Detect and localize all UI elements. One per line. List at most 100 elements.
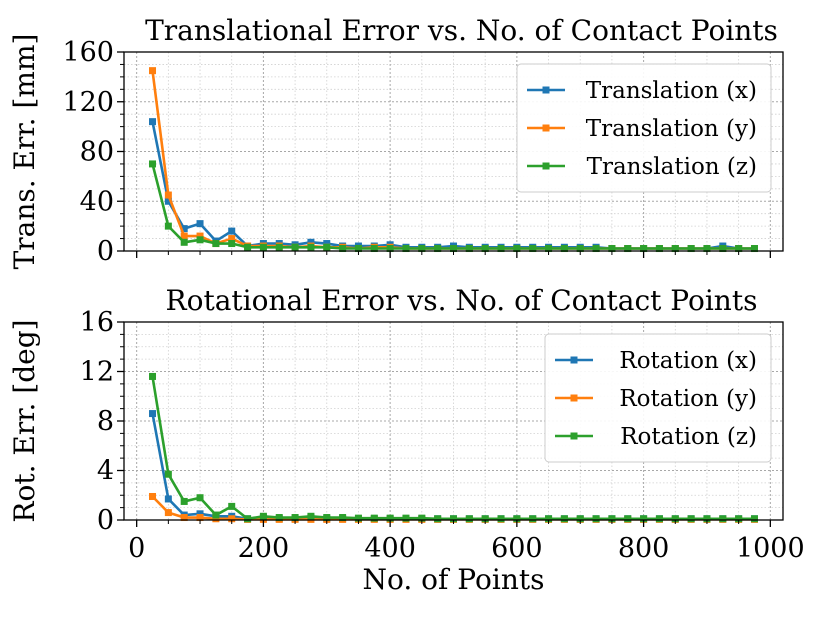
data-point <box>592 245 600 253</box>
data-point <box>497 515 505 523</box>
data-point <box>164 222 172 230</box>
legend-label: Rotation (y) <box>619 386 757 412</box>
rotational-error-chart: 0 4 8 12 16 0 200 400 600 800 1000 Rotational Error… <box>8 284 805 596</box>
legend-box <box>516 63 772 193</box>
data-point <box>703 515 711 523</box>
data-point <box>339 245 347 253</box>
translational-error-chart: 0 40 80 120 160 Translational Error vs. No. o… <box>8 14 784 269</box>
chart-title: Translational Error vs. No. of Contact P… <box>145 14 778 47</box>
data-point <box>386 514 394 522</box>
data-point <box>608 515 616 523</box>
data-point <box>196 514 204 522</box>
y-tick-label: 0 <box>97 236 114 267</box>
data-point <box>719 245 727 253</box>
chart-title: Rotational Error vs. No. of Contact Poin… <box>166 284 758 317</box>
data-point <box>418 245 426 253</box>
data-point <box>244 243 252 251</box>
legend: Rotation (x) Rotation (y) Rotation (z) <box>544 333 772 463</box>
data-point <box>640 515 648 523</box>
data-point <box>576 245 584 253</box>
x-tick-label: 800 <box>618 533 670 564</box>
data-point <box>323 243 331 251</box>
x-tick-label: 0 <box>128 533 145 564</box>
legend: Translation (x) Translation (y) Translatio… <box>516 63 772 193</box>
data-point <box>529 515 537 523</box>
data-point <box>259 243 267 251</box>
legend-label: Rotation (z) <box>620 424 757 450</box>
data-point <box>164 470 172 478</box>
legend-swatch-marker <box>570 432 578 440</box>
y-tick-label: 16 <box>80 307 114 338</box>
data-point <box>196 494 204 502</box>
data-point <box>354 514 362 522</box>
data-point <box>434 515 442 523</box>
legend-swatch-marker <box>570 356 578 364</box>
ticks: 0 40 80 120 160 <box>62 37 771 267</box>
legend-box <box>544 333 772 463</box>
data-point <box>671 245 679 253</box>
data-point <box>529 245 537 253</box>
data-point <box>434 245 442 253</box>
x-axis-label: No. of Points <box>363 563 545 596</box>
data-point <box>655 515 663 523</box>
data-point <box>608 245 616 253</box>
data-point <box>307 512 315 520</box>
data-point <box>450 245 457 253</box>
data-point <box>450 515 457 523</box>
data-point <box>196 220 204 228</box>
data-point <box>703 245 711 253</box>
data-point <box>291 243 299 251</box>
data-point <box>624 515 632 523</box>
y-axis-label: Rot. Err. [deg] <box>8 319 41 522</box>
data-point <box>735 515 743 523</box>
data-point <box>180 514 188 522</box>
y-tick-label: 120 <box>62 87 114 118</box>
data-point <box>481 245 489 253</box>
data-point <box>164 197 172 205</box>
data-point <box>149 410 157 418</box>
data-point <box>180 232 188 240</box>
data-point <box>592 515 600 523</box>
x-tick-label: 600 <box>491 533 543 564</box>
data-point <box>323 514 331 522</box>
data-point <box>386 245 394 253</box>
data-point <box>149 492 157 500</box>
data-point <box>275 243 283 251</box>
data-point <box>545 245 553 253</box>
data-point <box>196 510 204 518</box>
data-point <box>481 515 489 523</box>
data-point <box>164 191 172 199</box>
data-point <box>212 511 220 519</box>
data-point <box>307 238 315 246</box>
data-point <box>228 502 236 510</box>
legend-label: Translation (x) <box>586 78 757 104</box>
ticks: 0 4 8 12 16 0 200 400 600 800 1000 <box>80 307 805 564</box>
data-point <box>180 238 188 246</box>
data-point <box>545 515 553 523</box>
data-point <box>228 235 236 243</box>
data-point <box>655 245 663 253</box>
data-point <box>149 67 157 75</box>
legend-label: Translation (y) <box>586 116 757 142</box>
data-point <box>307 243 315 251</box>
data-point <box>497 245 505 253</box>
legend-label: Rotation (x) <box>619 348 757 374</box>
data-point <box>560 245 568 253</box>
data-point <box>180 225 188 233</box>
data-point <box>228 515 236 523</box>
data-point <box>418 514 426 522</box>
data-point <box>149 372 157 380</box>
data-point <box>228 227 236 235</box>
data-point <box>164 495 172 503</box>
data-point <box>465 515 473 523</box>
data-point <box>196 236 204 244</box>
data-point <box>370 245 378 253</box>
data-point <box>339 514 347 522</box>
series-translation-z <box>149 160 758 253</box>
data-point <box>750 515 758 523</box>
x-tick-label: 1000 <box>736 533 805 564</box>
data-point <box>180 497 188 505</box>
legend-swatch-marker <box>542 86 550 94</box>
data-point <box>560 515 568 523</box>
legend-label: Translation (z) <box>587 154 757 180</box>
